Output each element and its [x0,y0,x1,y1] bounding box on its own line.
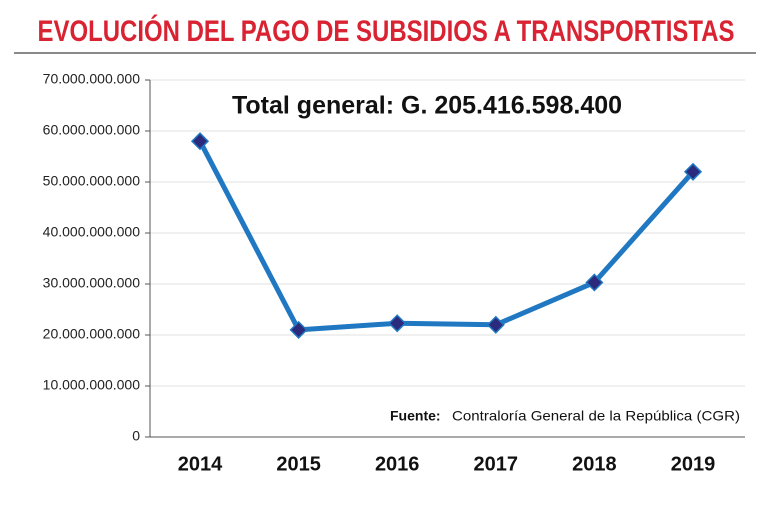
x-tick-label: 2019 [671,453,716,475]
marker [388,314,407,333]
y-tick-label: 0 [132,428,140,444]
marker [585,273,604,292]
marker [486,315,505,334]
y-tick-label: 20.000.000.000 [43,326,141,342]
marker [190,132,210,151]
source: Contraloría General de la República (CGR… [452,408,740,424]
x-tick-label: 2017 [474,453,519,475]
y-tick-label: 70.000.000.000 [43,71,141,87]
x-tick-label: 2018 [572,453,617,475]
x-tick-label: 2016 [375,453,420,475]
marker [289,320,308,339]
y-tick-label: 30.000.000.000 [43,275,141,291]
source-label: Fuente: [390,408,441,424]
y-tick-label: 50.000.000.000 [43,173,141,189]
x-tick-label: 2015 [276,453,321,475]
y-tick-label: 60.000.000.000 [43,122,141,138]
annotation: Total general: G. 205.416.598.400 [232,92,622,120]
y-tick-label: 40.000.000.000 [43,224,141,240]
y-tick-label: 10.000.000.000 [43,377,141,393]
x-tick-label: 2014 [178,453,223,475]
line [197,140,695,333]
chart-title: EVOLUCIÓN DEL PAGO DE SUBSIDIOS A TRANSP… [38,14,735,48]
marker [683,162,703,181]
